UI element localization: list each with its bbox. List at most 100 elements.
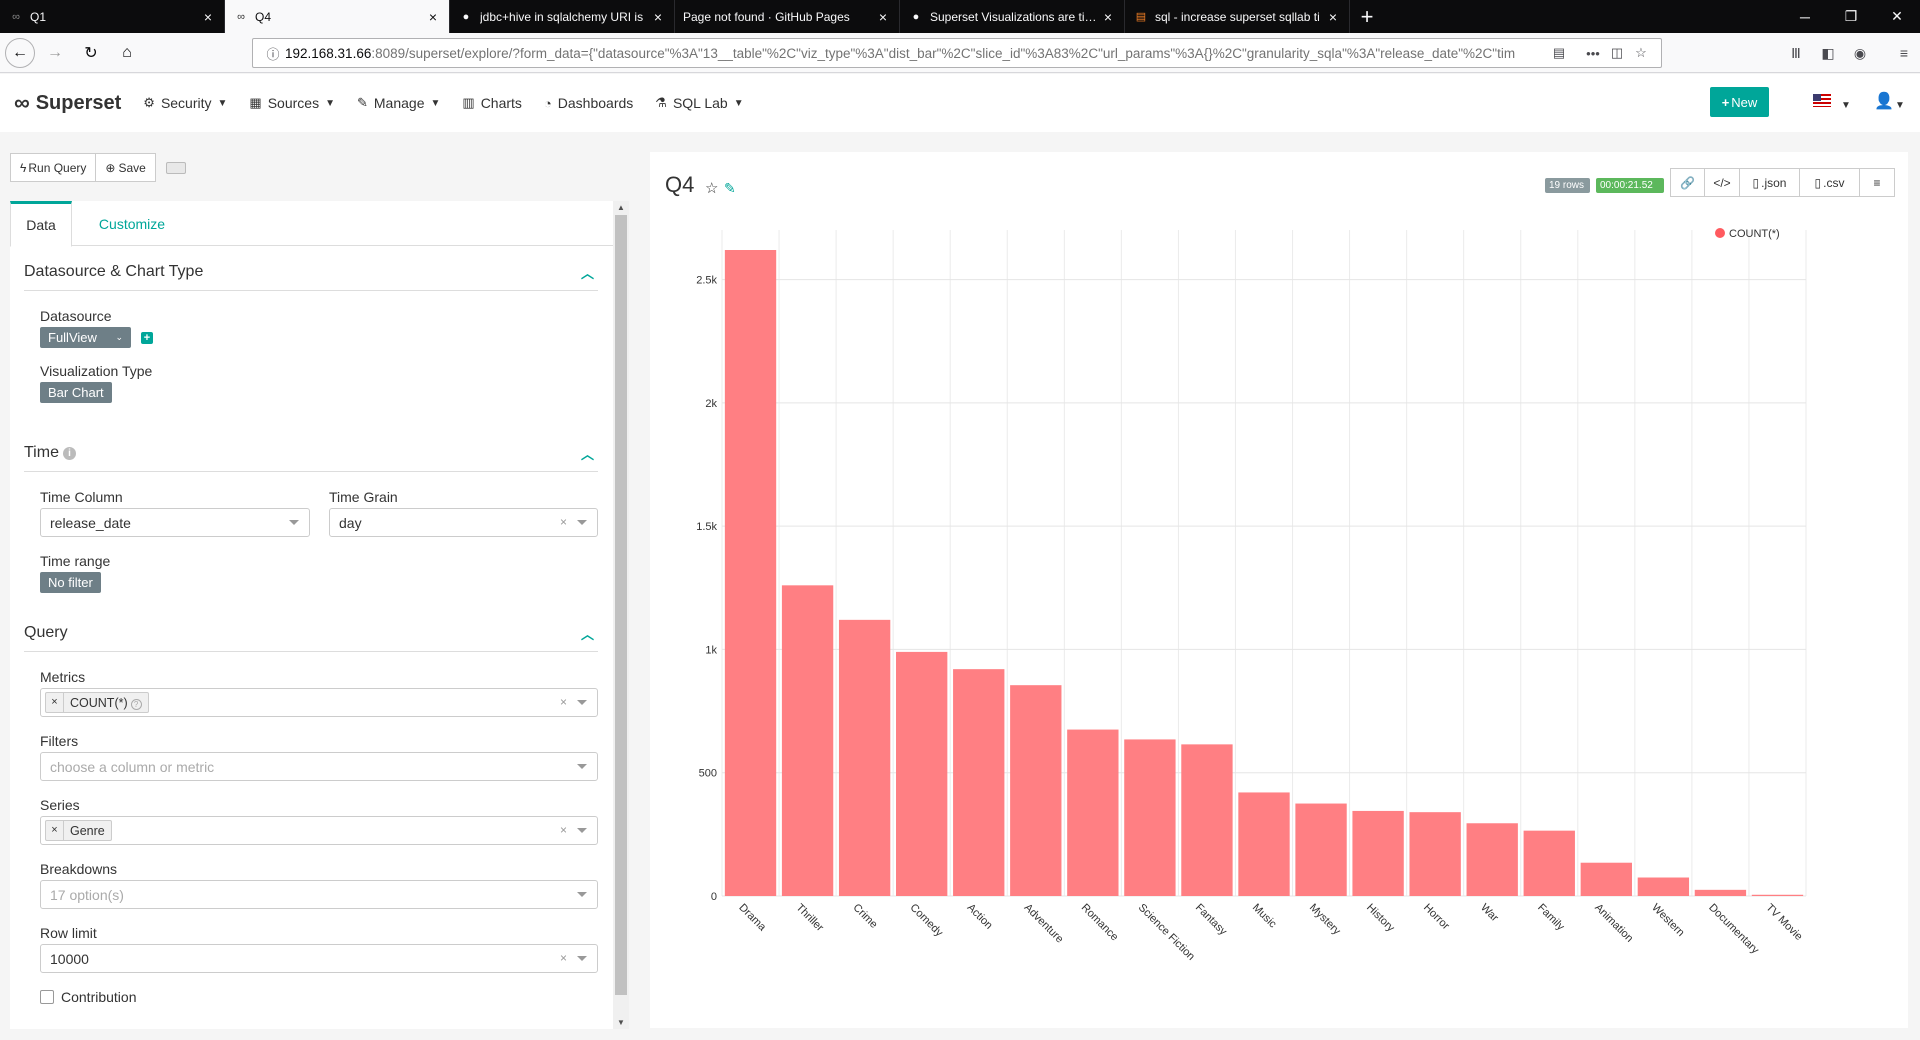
caret-down-icon (577, 520, 587, 525)
new-tab-icon[interactable]: + (1360, 3, 1374, 29)
menu-label: Dashboards (557, 95, 634, 111)
reader-view-icon[interactable]: ▤ (1552, 45, 1566, 60)
new-button[interactable]: + New (1710, 87, 1769, 117)
github-icon: ● (462, 10, 470, 23)
close-icon[interactable]: × (878, 8, 888, 25)
account-icon[interactable]: ◉ (1853, 44, 1867, 61)
scrollbar[interactable]: ▲ ▼ (613, 201, 629, 1029)
page-actions-icon[interactable]: ••• (1586, 45, 1600, 61)
time-column-select[interactable]: release_date (40, 508, 310, 537)
chevron-up-icon[interactable]: ︿ (581, 627, 595, 642)
run-query-label: Run Query (28, 160, 87, 175)
chevron-down-icon: ⌄ (115, 332, 123, 342)
time-range-label: Time range (40, 553, 111, 569)
clear-icon[interactable]: × (559, 823, 567, 837)
browser-tab[interactable]: ● Superset Visualizations are time × (900, 0, 1125, 33)
clear-icon[interactable]: × (559, 515, 567, 529)
link-button[interactable]: 🔗 (1670, 168, 1705, 197)
menu-dashboards[interactable]: ◔ Dashboards (544, 95, 633, 111)
reload-icon[interactable]: ↻ (84, 44, 98, 62)
more-options-button[interactable]: ≡ (1860, 168, 1895, 197)
save-button[interactable]: ⊕ Save (96, 153, 156, 182)
row-limit-select[interactable]: 10000 × (40, 944, 598, 973)
bookmark-star-icon[interactable]: ☆ (1635, 45, 1647, 60)
remove-tag-icon[interactable]: × (46, 821, 64, 840)
close-icon[interactable]: × (203, 8, 213, 25)
close-icon[interactable]: × (1328, 8, 1338, 25)
chevron-up-icon[interactable]: ︿ (581, 447, 595, 462)
browser-tab[interactable]: Page not found · GitHub Pages × (675, 0, 900, 33)
metrics-select[interactable]: × COUNT(*)? × (40, 688, 598, 717)
menu-manage[interactable]: ✎ Manage ▼ (357, 95, 440, 111)
browser-tab[interactable]: ∞ Q1 × (0, 0, 225, 33)
section-title-query[interactable]: Query (24, 624, 68, 641)
question-icon[interactable]: ? (130, 698, 142, 710)
section-title-datasource[interactable]: Datasource & Chart Type (24, 263, 204, 280)
edit-icon[interactable]: ✎ (724, 180, 736, 196)
keyboard-icon[interactable] (166, 162, 186, 174)
export-csv-button[interactable]: ▯ .csv (1800, 168, 1860, 197)
back-icon[interactable]: ← (5, 37, 35, 68)
clear-icon[interactable]: × (559, 695, 567, 709)
contribution-label: Contribution (61, 989, 137, 1005)
filters-select[interactable]: choose a column or metric (40, 752, 598, 781)
section-title-time[interactable]: Time i (24, 444, 76, 462)
viz-type-button[interactable]: Bar Chart (40, 382, 112, 403)
sidebar-icon[interactable]: ◧ (1821, 44, 1835, 61)
menu-sources[interactable]: ▦ Sources ▼ (249, 95, 335, 111)
time-range-button[interactable]: No filter (40, 572, 101, 593)
bar (724, 250, 777, 896)
tab-data[interactable]: Data (10, 201, 72, 247)
hamburger-menu-icon[interactable]: ≡ (1899, 45, 1909, 61)
brand[interactable]: ∞ Superset (14, 90, 121, 116)
clear-icon[interactable]: × (559, 951, 567, 965)
caret-down-icon (577, 828, 587, 833)
tab-customize[interactable]: Customize (98, 216, 166, 232)
browser-tab[interactable]: ● jdbc+hive in sqlalchemy URI is × (450, 0, 675, 33)
close-icon[interactable]: × (1103, 8, 1113, 25)
url-bar[interactable]: ⓘ 192.168.31.66 :8089/superset/explore/?… (252, 38, 1662, 68)
star-icon[interactable]: ☆ (705, 180, 719, 197)
browser-tab[interactable]: ▤ sql - increase superset sqllab ti × (1125, 0, 1350, 33)
info-icon[interactable]: ⓘ (266, 46, 280, 62)
pocket-icon[interactable]: ◫ (1610, 45, 1624, 60)
close-icon[interactable]: × (653, 8, 663, 25)
user-icon[interactable]: 👤 (1874, 93, 1894, 110)
series-select[interactable]: × Genre × (40, 816, 598, 845)
forward-icon[interactable]: → (47, 43, 63, 61)
breakdowns-select[interactable]: 17 option(s) (40, 880, 598, 909)
time-grain-select[interactable]: day × (329, 508, 598, 537)
bar (1637, 877, 1690, 896)
remove-tag-icon[interactable]: × (46, 693, 64, 712)
chevron-up-icon[interactable]: ︿ (581, 266, 595, 281)
menu-sql-lab[interactable]: ⚗ SQL Lab ▼ (655, 95, 743, 111)
scroll-down-icon[interactable]: ▼ (617, 1018, 625, 1027)
scroll-up-icon[interactable]: ▲ (617, 203, 625, 212)
contribution-checkbox[interactable] (40, 990, 54, 1004)
browser-tab-active[interactable]: ∞ Q4 × (225, 0, 450, 33)
restore-icon[interactable]: ❐ (1844, 8, 1858, 24)
menu-charts[interactable]: ▥ Charts (462, 95, 522, 111)
close-icon[interactable]: × (428, 8, 438, 25)
caret-down-icon[interactable]: ▼ (1841, 100, 1851, 111)
embed-button[interactable]: </> (1705, 168, 1740, 197)
library-icon[interactable]: Ⅲ (1791, 44, 1801, 61)
window-close-icon[interactable]: ✕ (1891, 8, 1903, 24)
datasource-dropdown[interactable]: FullView ⌄ (40, 327, 131, 348)
scrollbar-thumb[interactable] (615, 215, 627, 995)
home-icon[interactable]: ⌂ (122, 43, 132, 61)
superset-logo-icon: ∞ (14, 90, 30, 115)
minimize-icon[interactable]: ─ (1800, 8, 1810, 25)
brand-name: Superset (35, 91, 122, 114)
export-json-button[interactable]: ▯ .json (1740, 168, 1800, 197)
bar (1580, 862, 1632, 896)
info-icon[interactable]: i (62, 447, 76, 460)
run-query-button[interactable]: ϟ Run Query (10, 153, 97, 182)
menu-security[interactable]: ⚙ Security ▼ (143, 95, 227, 111)
chart-title[interactable]: Q4 (665, 172, 695, 197)
us-flag-icon[interactable] (1813, 94, 1831, 107)
caret-down-icon[interactable]: ▼ (1895, 100, 1905, 111)
series-tag-label: Genre (70, 823, 105, 838)
flask-icon: ⚗ (655, 95, 667, 110)
add-datasource-icon[interactable]: + (141, 332, 153, 344)
